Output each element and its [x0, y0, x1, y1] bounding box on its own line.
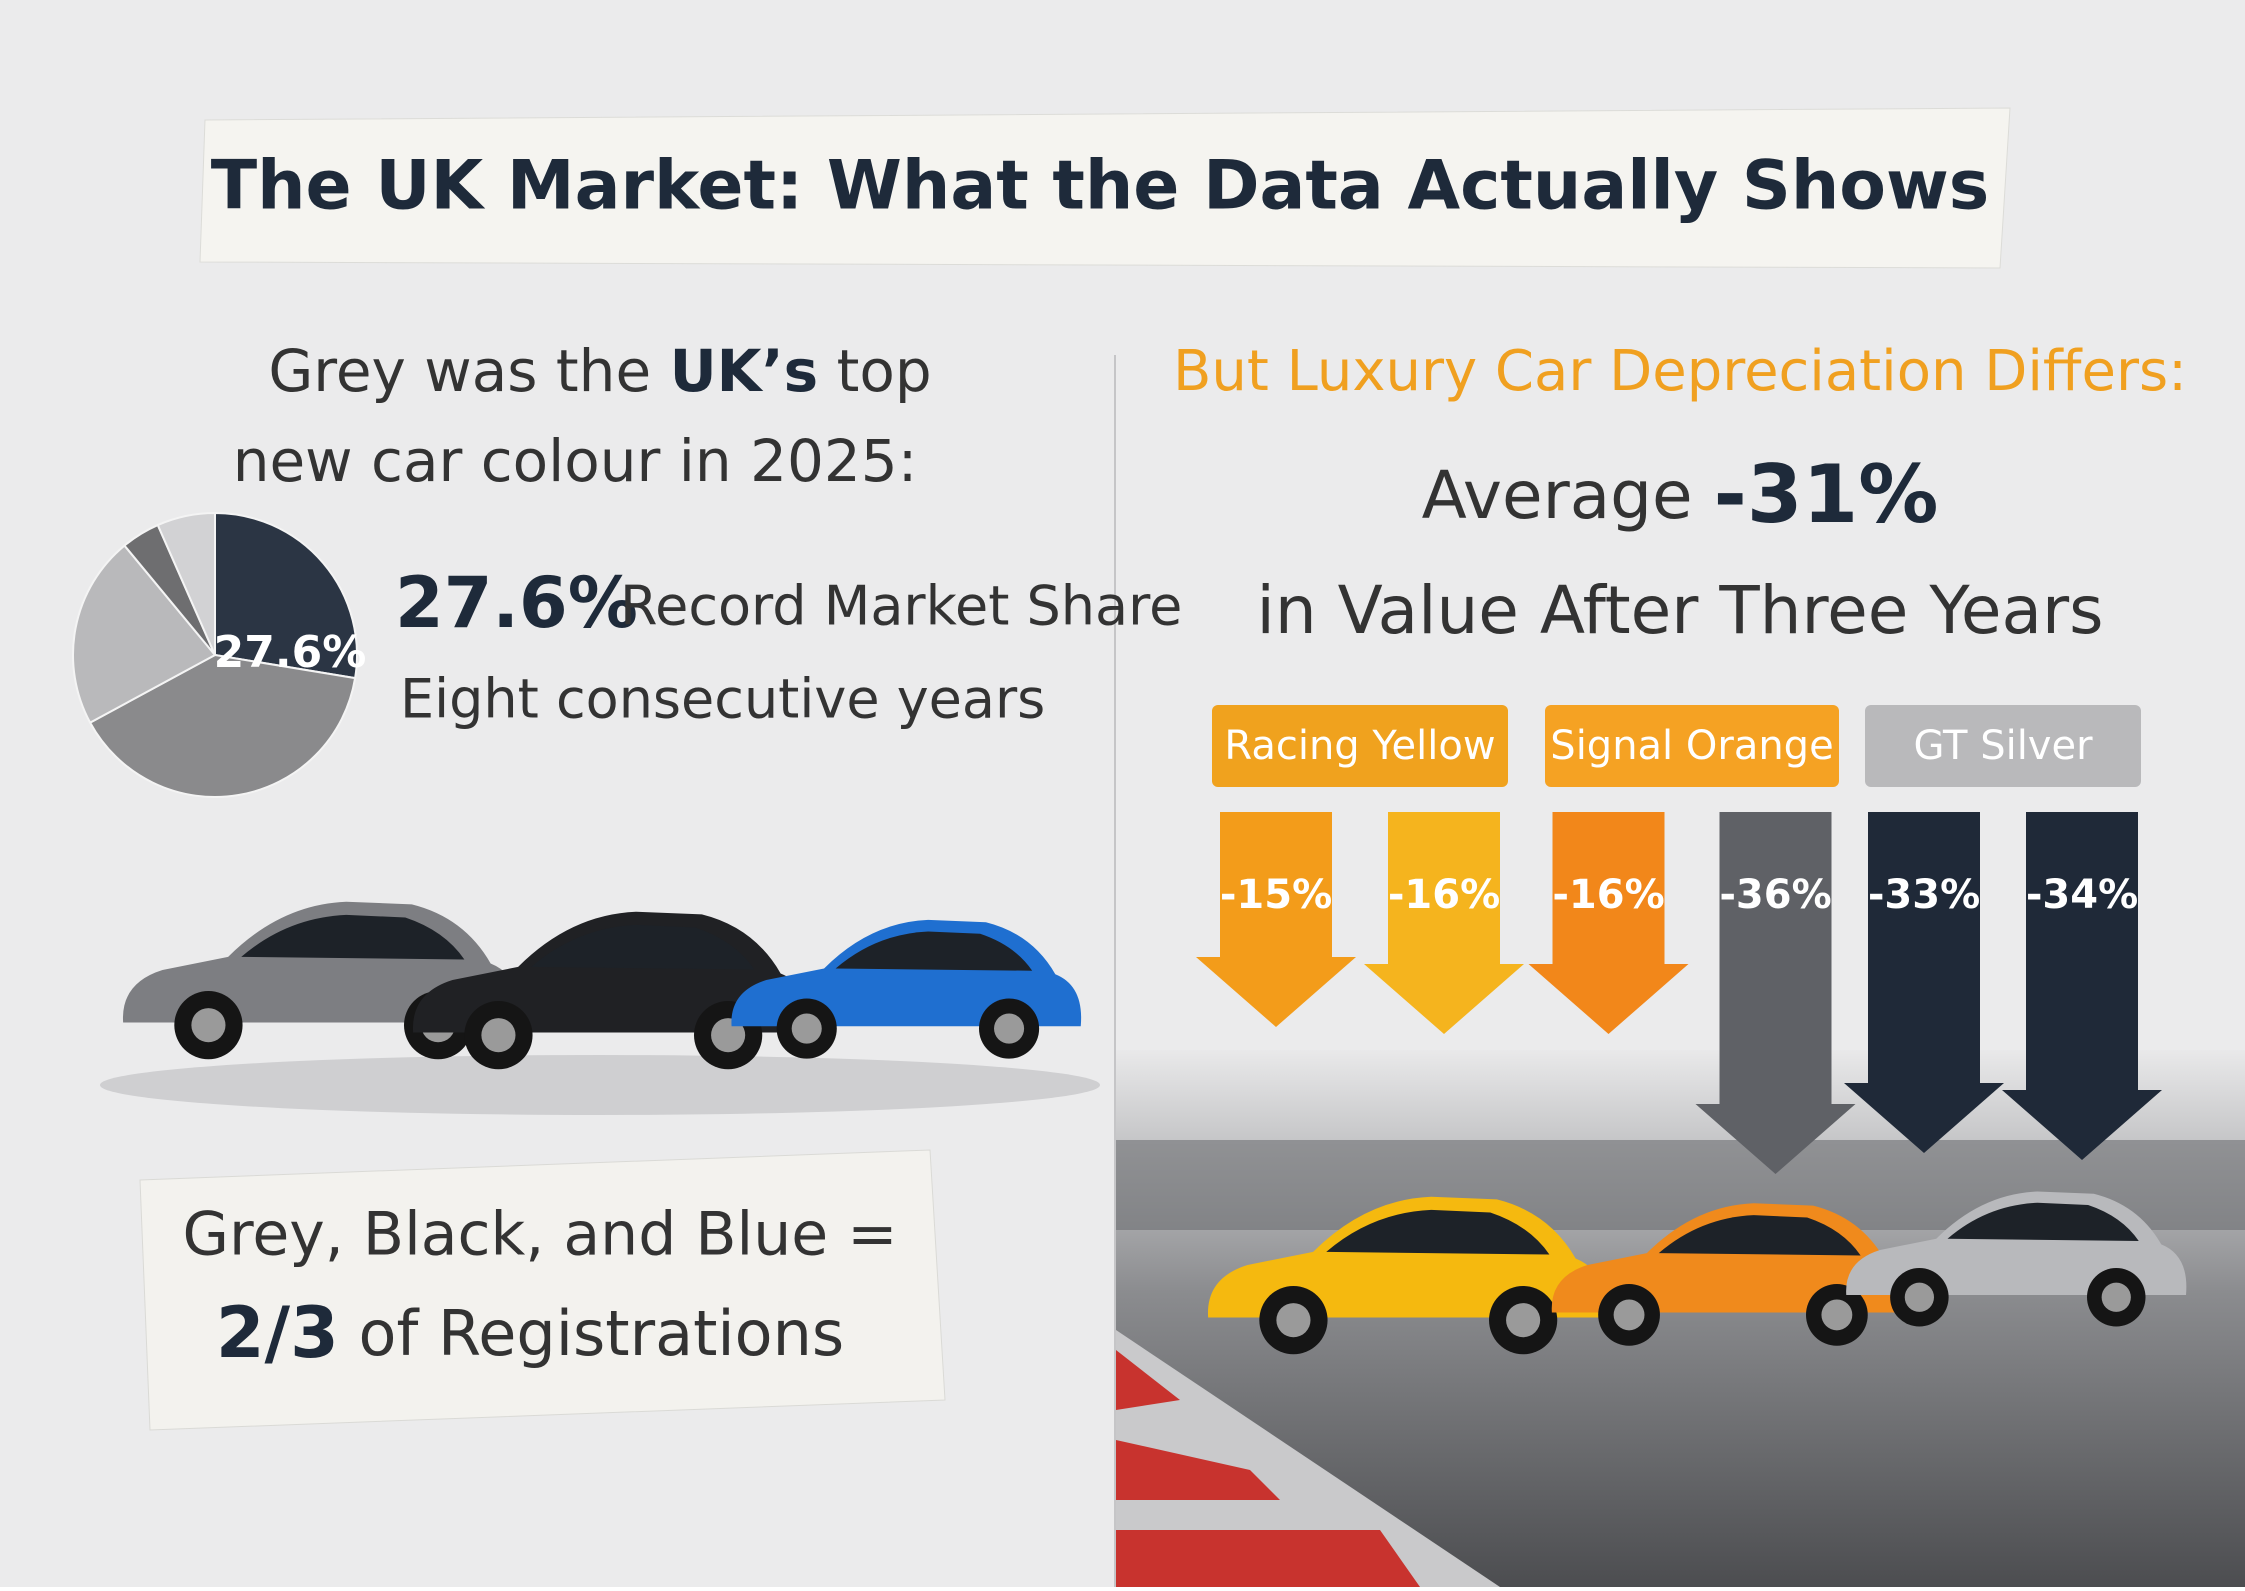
arrow [1844, 812, 2004, 1153]
arrow [1528, 812, 1689, 1034]
average-line: Average -31% [1422, 448, 1939, 541]
arrow-label: -34% [2026, 872, 2138, 918]
arrow-label: -16% [1388, 872, 1500, 918]
title: The UK Market: What the Data Actually Sh… [211, 147, 1990, 226]
track-photo [1116, 1050, 2245, 1587]
arrow-label: -36% [1719, 872, 1831, 918]
note-line: 2/3 of Registrations [216, 1292, 844, 1374]
left-heading: Grey was the UK’s top [268, 337, 931, 405]
pie-slice [214, 511, 358, 680]
group-label-box [1865, 705, 2141, 787]
average-value: -31% [1714, 448, 1939, 541]
right-heading: But Luxury Car Depreciation Differs: [1173, 339, 2187, 404]
arrow-label: -15% [1220, 872, 1332, 918]
pie-slice [88, 653, 357, 798]
note-line: Grey, Black, and Blue = [183, 1200, 898, 1270]
depreciation-arrows: Racing Yellow -15% -16% Signal Orange -16% -3… [1196, 705, 2162, 1174]
arrow [1196, 812, 1356, 1027]
pie-slice [72, 544, 217, 724]
stat-value: 27.6% [395, 562, 638, 644]
stat-sub: Eight consecutive years [400, 668, 1045, 731]
average-label: Average [1422, 457, 1693, 534]
average-sub: in Value After Three Years [1257, 572, 2104, 649]
note-paper [139, 1149, 946, 1431]
arrow [1364, 812, 1524, 1034]
heading-text: top [837, 337, 932, 405]
car-photo [100, 901, 1100, 1115]
arrow [2002, 812, 2162, 1160]
title-tape [199, 107, 2011, 269]
note-text: of Registrations [359, 1297, 845, 1370]
pie-label: 27.6% [214, 627, 367, 678]
group-label: Signal Orange [1550, 723, 1833, 769]
arrow [1695, 812, 1856, 1174]
pie-chart: 27.6% [72, 511, 367, 798]
arrow-label: -16% [1552, 872, 1664, 918]
group-label-box [1545, 705, 1839, 787]
group-label: Racing Yellow [1224, 723, 1495, 769]
left-heading: new car colour in 2025: [233, 427, 918, 495]
heading-emphasis: UK’s [670, 337, 819, 405]
note-fraction: 2/3 [216, 1292, 339, 1374]
pie-slice [156, 511, 216, 656]
arrow-label: -33% [1868, 872, 1980, 918]
heading-text: Grey was the [268, 337, 651, 405]
group-label-box [1212, 705, 1508, 787]
group-label: GT Silver [1913, 723, 2093, 769]
stat-text: Record Market Share [620, 575, 1182, 638]
